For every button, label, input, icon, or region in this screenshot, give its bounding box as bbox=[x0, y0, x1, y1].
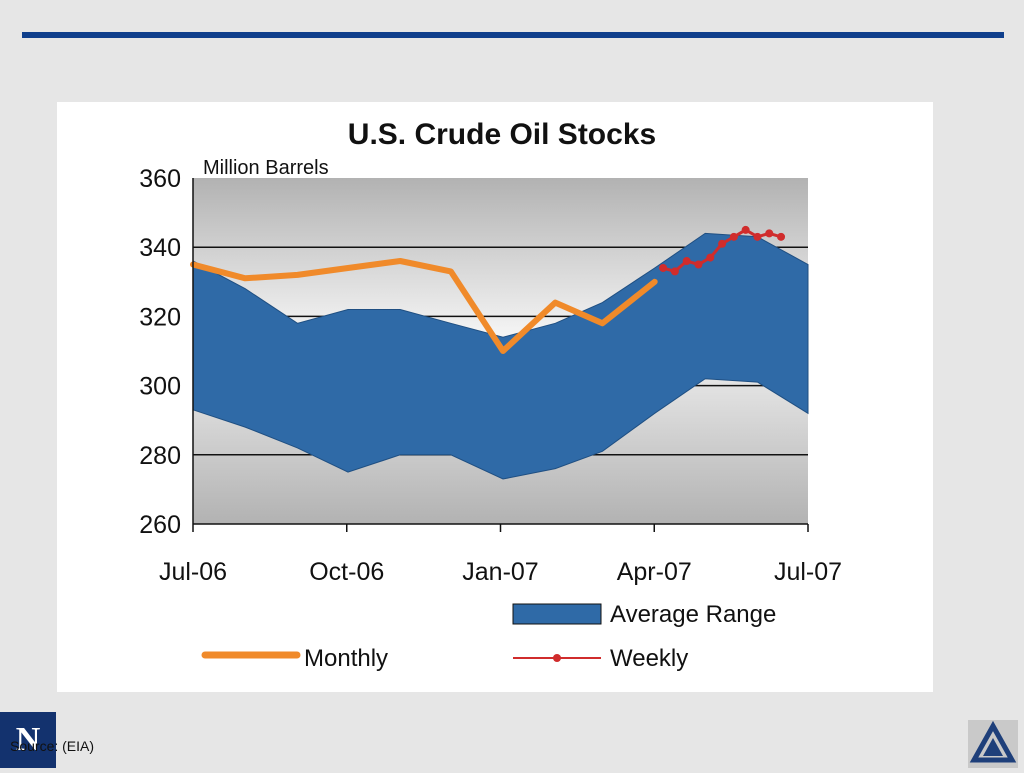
x-tick-label: Oct-06 bbox=[309, 558, 384, 586]
weekly-point bbox=[741, 225, 750, 234]
university-monogram-icon: N bbox=[0, 712, 56, 768]
legend-label-weekly: Weekly bbox=[610, 645, 688, 672]
x-tick-label: Jul-07 bbox=[774, 558, 842, 586]
y-tick-label: 360 bbox=[139, 165, 181, 193]
average-range-band bbox=[192, 232, 809, 480]
y-tick-label: 260 bbox=[139, 511, 181, 539]
weekly-point bbox=[706, 253, 715, 262]
source-note: Source: (EIA) bbox=[10, 738, 95, 754]
weekly-point bbox=[694, 260, 703, 269]
y-tick-label: 300 bbox=[139, 373, 181, 401]
weekly-point bbox=[765, 229, 774, 238]
weekly-point bbox=[753, 232, 762, 241]
y-tick-label: 280 bbox=[139, 442, 181, 470]
chart-title: U.S. Crude Oil Stocks bbox=[348, 118, 656, 151]
weekly-point bbox=[670, 267, 679, 276]
y-tick-label: 340 bbox=[139, 234, 181, 262]
x-tick-label: Jul-06 bbox=[159, 558, 227, 586]
weekly-point bbox=[729, 232, 738, 241]
top-rule bbox=[22, 32, 1004, 38]
weekly-point bbox=[659, 263, 668, 272]
chart-panel: U.S. Crude Oil Stocks Million Barrels 36… bbox=[57, 102, 933, 692]
legend-label-average-range: Average Range bbox=[610, 601, 776, 628]
monthly-line bbox=[190, 258, 658, 354]
y-axis-label: Million Barrels bbox=[203, 157, 329, 179]
x-tick-label: Apr-07 bbox=[617, 558, 692, 586]
crude-oil-stocks-chart: U.S. Crude Oil Stocks Million Barrels 36… bbox=[139, 118, 842, 672]
legend-marker-weekly bbox=[553, 654, 561, 662]
x-tick-label: Jan-07 bbox=[462, 558, 538, 586]
legend-label-monthly: Monthly bbox=[304, 645, 388, 672]
legend-swatch-average-range bbox=[512, 603, 602, 625]
weekly-point bbox=[777, 232, 786, 241]
weekly-point bbox=[718, 239, 727, 248]
left-logo-text: N bbox=[15, 721, 41, 758]
y-tick-label: 320 bbox=[139, 303, 181, 331]
weekly-point bbox=[682, 257, 691, 266]
triangle-emblem-icon bbox=[968, 720, 1018, 768]
